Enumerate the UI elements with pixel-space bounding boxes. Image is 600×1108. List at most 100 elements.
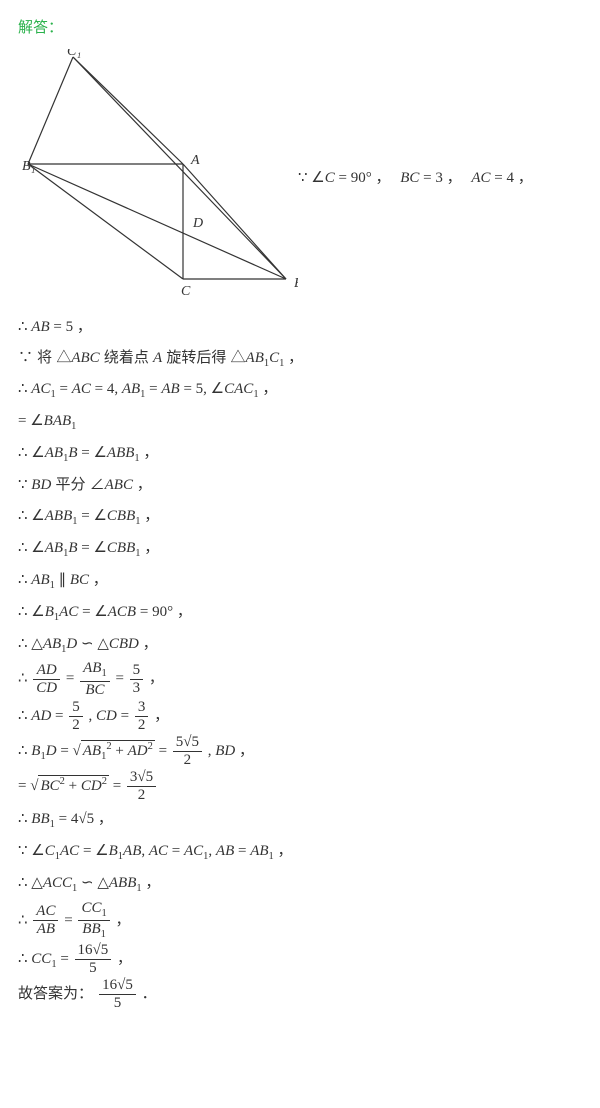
t: ∵ ∠	[18, 843, 45, 859]
t: 5	[130, 663, 144, 680]
step-9: ∴ ∠B1AC = ∠ACB = 90° ，	[18, 598, 582, 628]
t: AB	[31, 572, 49, 588]
t: D	[46, 743, 57, 759]
svg-text:C: C	[181, 284, 191, 297]
t: 16√5	[99, 978, 136, 995]
t: ∥	[55, 572, 70, 588]
t: ∴ ∠	[18, 445, 45, 461]
t: ,	[89, 708, 97, 724]
step-3b: = ∠BAB1	[18, 407, 582, 437]
t: = ∠	[78, 604, 107, 620]
t: ∵ 将 △	[18, 349, 71, 366]
frac-5-3: 53	[130, 663, 144, 696]
t: +	[65, 778, 81, 794]
t: ABB	[107, 445, 135, 461]
t: AB	[43, 636, 61, 652]
t: = ∠	[78, 508, 107, 524]
given-conditions: ∵ ∠C = 90° ， BC = 3 ， AC = 4 ，	[298, 164, 533, 193]
svg-text:C₁: C₁	[67, 49, 81, 59]
step-2: ∵ 将 △ABC 绕着点 A 旋转后得 △AB1C1 ，	[18, 344, 582, 374]
t: 旋转后得 △	[162, 349, 245, 366]
t: C	[269, 350, 279, 366]
t: ∴	[18, 671, 31, 687]
t: =	[117, 708, 133, 724]
t: BC	[40, 778, 59, 794]
t: 2	[135, 717, 149, 733]
t: AB	[246, 350, 264, 366]
t: ，	[149, 671, 164, 687]
t: ∴	[18, 951, 31, 967]
t: AD	[128, 743, 148, 759]
t: AB	[250, 843, 268, 859]
t: BC	[70, 572, 89, 588]
t: B	[45, 604, 54, 620]
t: AB	[161, 381, 179, 397]
t: 故答案为：	[18, 985, 97, 1002]
t: ，	[117, 951, 132, 967]
t: = 5, ∠	[180, 381, 224, 397]
t: = ∠	[18, 413, 44, 429]
var-AC: AC	[471, 170, 490, 186]
t: ，	[154, 708, 169, 724]
t: 5	[69, 700, 83, 717]
var-C: C	[325, 170, 335, 186]
step-16: ∴ △ACC1 ∽ △ABB1 ，	[18, 869, 582, 899]
frac-ad-cd: ADCD	[33, 663, 60, 696]
t: AC	[31, 381, 50, 397]
t: 5√5	[173, 735, 202, 752]
t: B	[109, 843, 118, 859]
step-14: ∴ BB1 = 4√5 ，	[18, 805, 582, 835]
t: BC	[80, 682, 110, 698]
t: =	[234, 843, 250, 859]
t: ∴	[18, 708, 31, 724]
frac-3r5-2: 3√52	[127, 770, 156, 803]
t: ∴ ∠	[18, 508, 45, 524]
t: AB	[83, 743, 101, 759]
t: BAB	[44, 413, 72, 429]
t: =	[168, 843, 184, 859]
t: 2	[102, 776, 107, 787]
t: ACB	[108, 604, 136, 620]
t: = 90° ，	[136, 604, 192, 620]
t: ，	[133, 477, 152, 493]
t: ，	[141, 540, 160, 556]
t: CD	[81, 778, 102, 794]
t: = ∠	[79, 843, 108, 859]
step-12: ∴ AD = 52 , CD = 32 ，	[18, 700, 582, 733]
step-8: ∴ AB1 ∥ BC ，	[18, 566, 582, 596]
t: 1	[101, 929, 106, 940]
t: ∴	[18, 912, 31, 928]
t: ，	[284, 350, 303, 366]
t: ABC	[71, 350, 99, 366]
svg-text:A: A	[190, 153, 200, 168]
t: 绕着点	[100, 349, 153, 366]
frac-3-2: 32	[135, 700, 149, 733]
t: =	[159, 743, 171, 759]
t: ABB	[45, 508, 73, 524]
t: 1	[71, 421, 76, 432]
t: AB	[122, 381, 140, 397]
step-10: ∴ △AB1D ∽ △CBD ，	[18, 630, 582, 660]
t: ∴	[18, 743, 31, 759]
t: ACC	[43, 875, 72, 891]
t: ，	[140, 445, 159, 461]
final-answer: 故答案为： 16√55 ．	[18, 978, 582, 1011]
t: ，	[89, 572, 108, 588]
t: AC	[59, 604, 78, 620]
t: ∴ ∠	[18, 540, 45, 556]
t: CBB	[107, 508, 135, 524]
t: AB	[216, 843, 234, 859]
t: 1	[101, 751, 106, 762]
t: ，	[142, 875, 161, 891]
step-15: ∵ ∠C1AC = ∠B1AB, AC = AC1, AB = AB1 ，	[18, 837, 582, 867]
t: = 4√5 ，	[55, 811, 113, 827]
t: AB	[123, 843, 141, 859]
eq1-tail: = 90° ，	[335, 170, 391, 186]
answer-header: 解答：	[18, 14, 582, 43]
t: ,	[208, 843, 216, 859]
t: 1	[101, 668, 106, 679]
t: =	[145, 381, 161, 397]
t: AC	[33, 904, 58, 921]
frac-ac-ab: ACAB	[33, 904, 58, 937]
t: BD	[31, 477, 51, 493]
